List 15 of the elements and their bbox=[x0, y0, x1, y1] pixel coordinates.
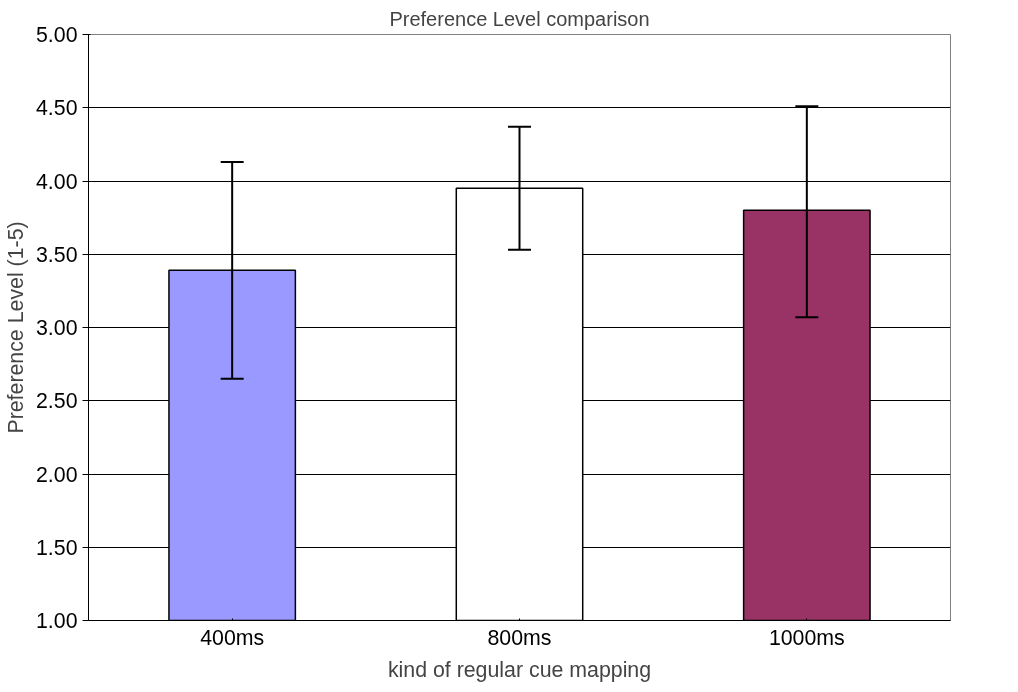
y-tick-label: 5.00 bbox=[35, 23, 78, 47]
x-tick-label: 800ms bbox=[487, 625, 552, 650]
y-axis-title: Preference Level (1-5) bbox=[3, 221, 28, 434]
y-tick-label: 3.50 bbox=[35, 242, 78, 267]
x-tick-label: 400ms bbox=[200, 625, 265, 650]
y-tick-label: 2.50 bbox=[35, 389, 78, 414]
y-tick-label: 1.00 bbox=[35, 609, 78, 633]
chart-title: Preference Level comparison bbox=[389, 7, 650, 30]
x-axis-title: kind of regular cue mapping bbox=[387, 657, 652, 682]
y-tick-label: 1.50 bbox=[35, 535, 78, 560]
x-tick-label: 1000ms bbox=[768, 625, 845, 650]
y-tick-label: 4.00 bbox=[35, 169, 78, 194]
y-tick-label: 2.00 bbox=[35, 462, 78, 487]
y-tick-label: 4.50 bbox=[35, 96, 78, 121]
y-tick-label: 3.00 bbox=[35, 316, 78, 340]
